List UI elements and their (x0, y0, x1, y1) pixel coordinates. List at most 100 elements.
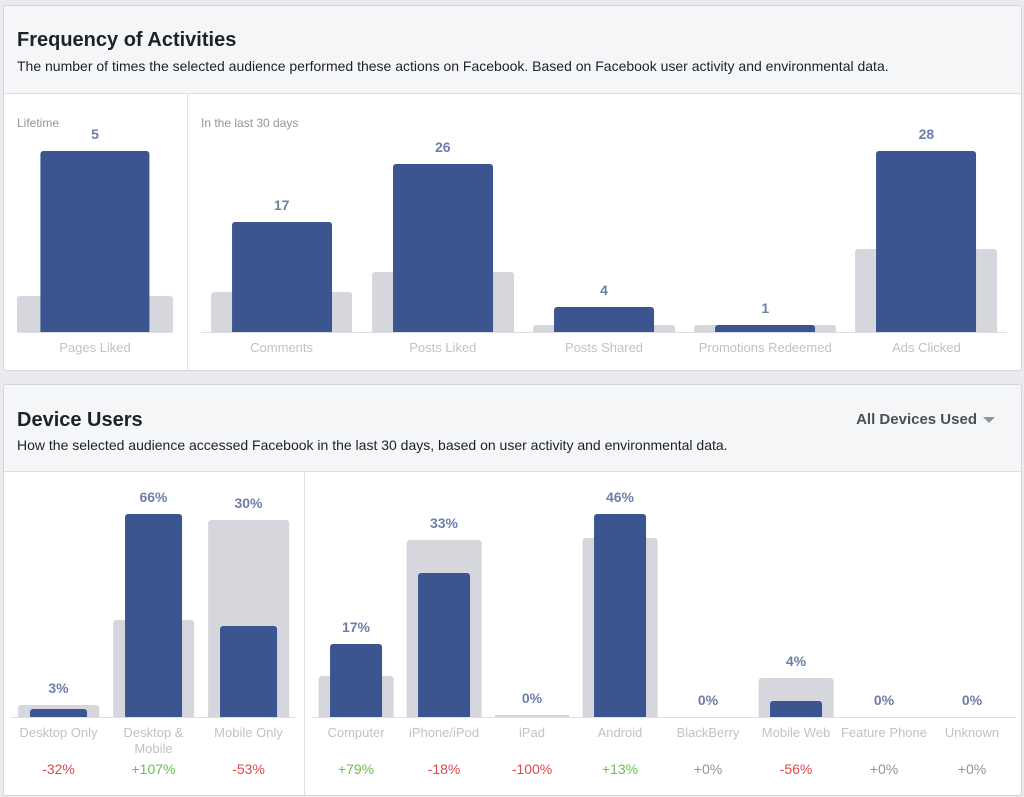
audience-bar (392, 163, 493, 332)
frequency-panel-label: In the last 30 days (201, 116, 299, 130)
change-label: +79% (337, 761, 375, 777)
audience-bar (330, 643, 382, 717)
frequency-panel-label: Lifetime (17, 116, 60, 130)
devices-column: 17% Computer +79% (312, 472, 400, 795)
category-label: Comments (250, 340, 314, 355)
frequency-card: Frequency of Activities The number of ti… (3, 5, 1022, 371)
change-label: +0% (693, 761, 723, 777)
audience-bar (40, 151, 150, 332)
devices-column: 0% iPad -100% (488, 472, 576, 795)
device-card: Device Users How the selected audience a… (3, 384, 1022, 796)
value-label: 17% (341, 618, 371, 635)
audience-bar (876, 151, 977, 332)
category-label: Feature Phone (840, 725, 927, 740)
change-label: -100% (511, 761, 553, 777)
category-label: Unknown (944, 725, 1000, 740)
category-label: Android (597, 725, 643, 740)
devices-column: 0% Unknown +0% (928, 472, 1016, 795)
change-label: +13% (601, 761, 639, 777)
value-label: 26 (435, 138, 451, 155)
category-label: Desktop Only (19, 725, 98, 740)
frequency-header: Frequency of Activities The number of ti… (4, 6, 1021, 94)
category-label: Posts Shared (564, 340, 644, 355)
value-label: 66% (139, 489, 168, 505)
value-label: 28 (918, 126, 935, 142)
change-label: -32% (42, 761, 75, 777)
devices-column: 46% Android +13% (576, 472, 664, 795)
category-label: iPhone/iPod (408, 725, 480, 740)
frequency-column: 1 Promotions Redeemed (685, 94, 846, 370)
benchmark-bar (494, 714, 570, 717)
audience-bar (418, 572, 470, 717)
devices-column: 4% Mobile Web -56% (752, 472, 840, 795)
value-label: 4 (600, 281, 608, 298)
value-label: 17 (273, 196, 290, 213)
category-label: Ads Clicked (892, 340, 961, 355)
frequency-column: 28 Ads Clicked (846, 94, 1007, 370)
change-label: +107% (131, 761, 176, 777)
frequency-columns: 5 Pages Liked (17, 94, 173, 370)
frequency-column: 4 Posts Shared (523, 94, 684, 370)
frequency-column: 17 Comments (201, 94, 362, 370)
devices-column: 0% BlackBerry +0% (664, 472, 752, 795)
category-label: Promotions Redeemed (698, 340, 832, 355)
baseline (201, 332, 1007, 333)
category-label: Desktop & Mobile (123, 725, 184, 756)
value-label: 30% (234, 495, 263, 512)
frequency-columns: 17 Comments 26 Posts Liked 4 Posts Shared 1 Pro… (201, 94, 1007, 370)
value-label: 0% (873, 692, 895, 708)
value-label: 0% (521, 689, 543, 706)
value-label: 46% (605, 489, 635, 505)
devices-panel: 3% Desktop Only -32% 66% Desktop & Mobile +10… (4, 472, 304, 795)
frequency-panel: In the last 30 days 17 Comments 26 Posts Lik… (187, 94, 1021, 370)
device-chart: 3% Desktop Only -32% 66% Desktop & Mobile +10… (4, 472, 1021, 795)
audience-bar (29, 708, 88, 717)
devices-column: 33% iPhone/iPod -18% (400, 472, 488, 795)
audience-bar (231, 221, 332, 332)
category-label: Computer (327, 725, 385, 740)
device-filter-label: All Devices Used (856, 411, 977, 428)
device-title: Device Users (17, 409, 143, 431)
value-label: 4% (785, 653, 807, 670)
value-label: 5 (91, 126, 99, 142)
device-header: Device Users How the selected audience a… (4, 385, 1021, 472)
devices-column: 0% Feature Phone +0% (840, 472, 928, 795)
frequency-column: 26 Posts Liked (362, 94, 523, 370)
frequency-panel: Lifetime 5 Pages Liked (4, 94, 187, 370)
value-label: 1 (761, 299, 770, 316)
baseline (11, 717, 296, 718)
category-label: Pages Liked (59, 340, 131, 355)
audience-bar (124, 514, 183, 717)
audience-bar (715, 324, 816, 332)
category-label: Posts Liked (409, 340, 477, 355)
baseline (17, 332, 173, 333)
audience-bar (554, 306, 654, 332)
category-label: Mobile Only (214, 725, 283, 740)
frequency-chart: Lifetime 5 Pages Liked In the last 30 days 1… (4, 94, 1021, 370)
value-label: 33% (429, 515, 459, 532)
frequency-column: 5 Pages Liked (17, 94, 173, 370)
change-label: -18% (427, 761, 461, 777)
caret-down-icon (983, 417, 995, 424)
value-label: 0% (961, 692, 983, 708)
value-label: 0% (697, 692, 719, 708)
baseline (312, 717, 1016, 718)
devices-panel: 17% Computer +79% 33% iPhone/iPod -18% 0% iPad -… (304, 472, 1021, 795)
category-label: BlackBerry (676, 725, 740, 740)
devices-column: 3% Desktop Only -32% (11, 472, 106, 795)
device-filter-dropdown[interactable]: All Devices Used (856, 411, 995, 428)
devices-column: 30% Mobile Only -53% (201, 472, 296, 795)
category-label: iPad (518, 725, 546, 740)
device-subtitle: How the selected audience accessed Faceb… (17, 437, 728, 453)
audience-bar (219, 625, 278, 717)
audience-bar (770, 700, 822, 717)
devices-columns: 3% Desktop Only -32% 66% Desktop & Mobile +10… (11, 472, 296, 795)
value-label: 3% (48, 679, 69, 696)
frequency-title: Frequency of Activities (17, 29, 237, 51)
change-label: +0% (869, 761, 899, 777)
audience-bar (594, 514, 646, 717)
category-label: Mobile Web (761, 725, 831, 740)
change-label: -56% (779, 761, 813, 777)
frequency-subtitle: The number of times the selected audienc… (17, 58, 889, 74)
change-label: +0% (957, 761, 987, 777)
